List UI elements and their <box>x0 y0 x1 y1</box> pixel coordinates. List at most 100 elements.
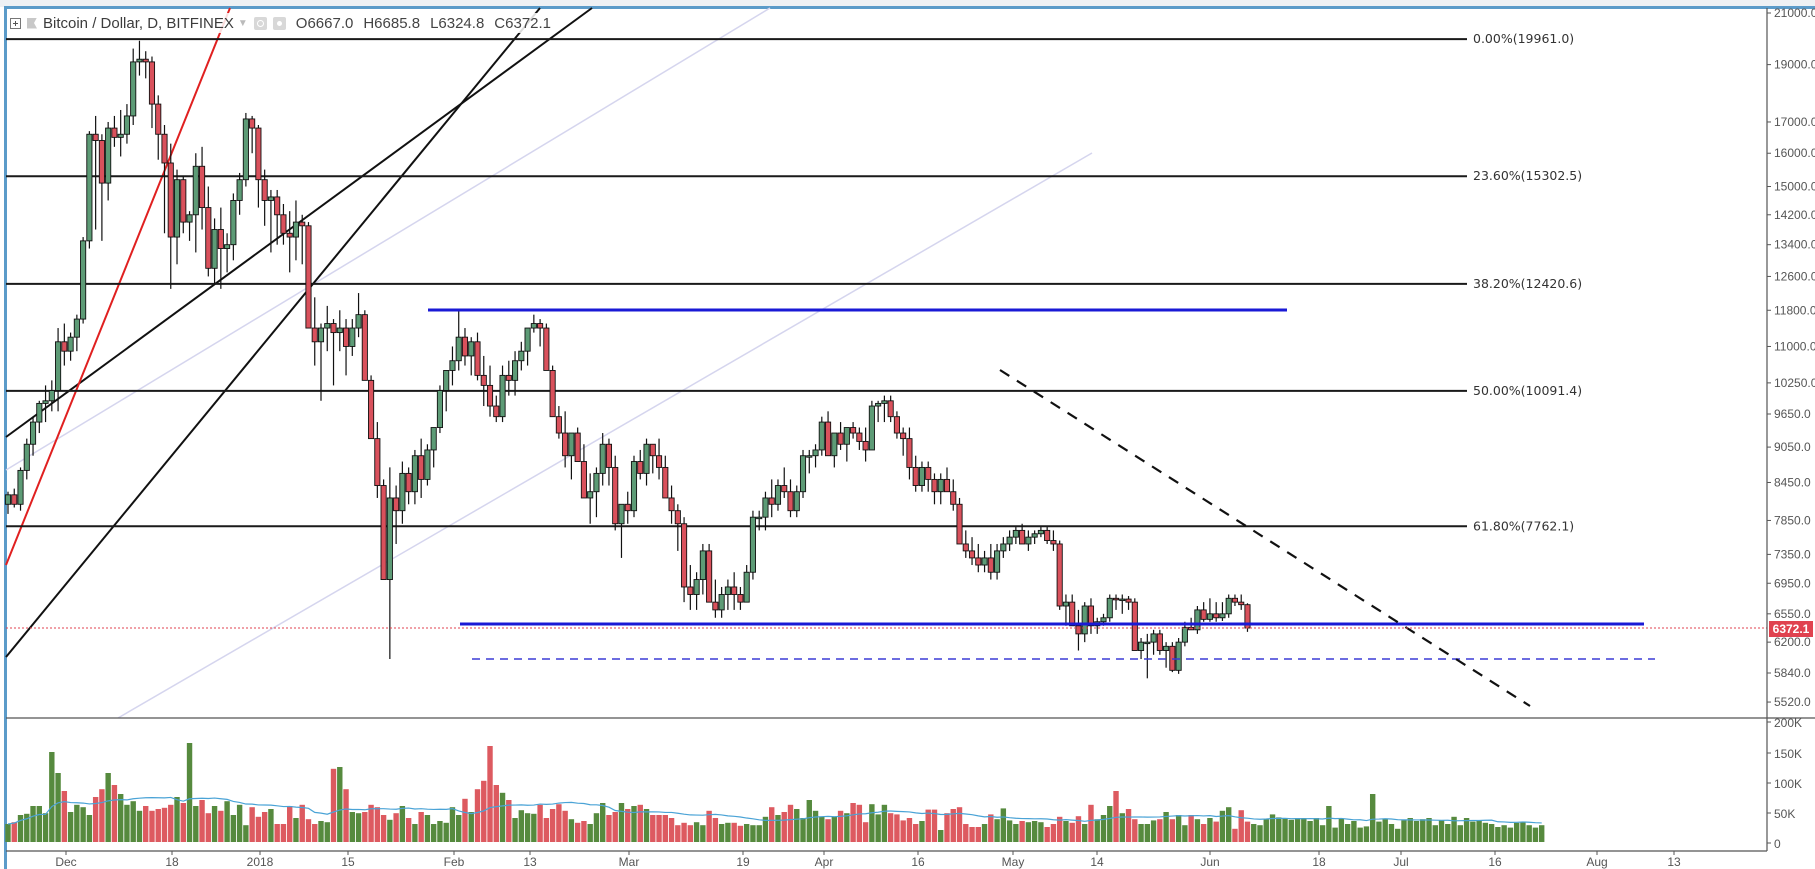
price-tick-label: 9650.0 <box>1774 407 1811 421</box>
volume-bar <box>1319 825 1326 842</box>
volume-bar <box>1175 815 1182 842</box>
trendlines-layer <box>5 7 1093 719</box>
volume-bar <box>387 819 393 842</box>
candle <box>267 196 274 201</box>
candle <box>148 61 156 105</box>
volume-bar <box>668 818 675 842</box>
volume-bar <box>1463 818 1470 842</box>
volume-bar <box>218 810 224 842</box>
low-value: L6324.8 <box>430 14 485 32</box>
candle <box>1181 626 1188 643</box>
plus-square-icon[interactable] <box>10 17 21 29</box>
time-tick-label: Jun <box>1200 855 1219 869</box>
volume-bar <box>274 824 280 842</box>
candle <box>1075 625 1082 635</box>
candle <box>668 497 675 512</box>
volume-bar <box>493 785 499 842</box>
volume-bar <box>1526 825 1532 842</box>
volume-bar <box>1294 818 1301 842</box>
candle <box>1238 601 1245 606</box>
volume-bar <box>988 814 994 842</box>
time-tick-label: Mar <box>619 855 640 869</box>
candle <box>311 327 318 343</box>
candle <box>29 421 37 445</box>
volume-bar <box>1125 809 1132 842</box>
volume-bar <box>1157 819 1163 842</box>
candle <box>224 244 231 250</box>
volume-bar <box>737 825 744 842</box>
volume-bar <box>1244 821 1251 842</box>
volume-bar <box>1332 827 1338 842</box>
volume-bar <box>143 806 149 842</box>
channel-line-upper <box>5 7 771 471</box>
price-tick-label: 21000.0 <box>1774 6 1815 20</box>
volume-bar <box>1069 822 1075 842</box>
volume-bar <box>825 819 831 842</box>
volume-bar <box>312 824 318 842</box>
symbol-title[interactable]: Bitcoin / Dollar, D, BITFINEX <box>43 14 234 32</box>
volume-bar <box>537 804 543 842</box>
volume-bar <box>418 812 424 842</box>
volume-bar <box>130 801 136 842</box>
volume-bar <box>956 807 963 842</box>
volume-bar <box>568 819 575 842</box>
candle <box>67 336 74 352</box>
volume-bar <box>1413 821 1420 842</box>
candle <box>737 594 744 603</box>
volume-bar <box>775 815 781 842</box>
candle <box>274 196 281 216</box>
candle <box>117 133 124 138</box>
volume-bar <box>656 815 662 842</box>
volume-bar <box>261 812 268 842</box>
volume-bar <box>74 804 80 842</box>
volume-bar <box>587 824 593 842</box>
volume-bar <box>1025 822 1032 842</box>
time-tick-label: Jul <box>1393 855 1408 869</box>
eye-icon[interactable] <box>253 16 267 30</box>
candle <box>580 461 587 499</box>
candle <box>105 127 112 184</box>
time-tick-label: 2018 <box>247 855 274 869</box>
fibonacci-retracement[interactable]: 0.00%(19961.0) 23.60%(15302.5) 38.20%(1242… <box>6 31 1582 533</box>
volume-bar <box>5 824 11 842</box>
candle <box>399 472 406 512</box>
volume-bar <box>1238 810 1244 842</box>
candle <box>530 323 537 329</box>
volume-bar <box>531 813 537 842</box>
volume-bar <box>869 804 875 842</box>
candle <box>731 586 738 595</box>
gear-icon[interactable] <box>272 16 286 30</box>
volume-bar <box>1532 827 1539 842</box>
volume-bar <box>894 814 900 842</box>
volume-tick-label: 150K <box>1774 747 1802 761</box>
candle <box>205 207 212 269</box>
volume-bar <box>1013 824 1019 842</box>
candle <box>599 443 606 474</box>
volume-bar <box>831 816 838 842</box>
candle <box>912 466 919 486</box>
candle <box>17 469 24 505</box>
candle <box>1163 645 1170 651</box>
candle <box>799 455 807 493</box>
candle <box>411 455 418 493</box>
volume-bar <box>1232 828 1238 842</box>
volume-bar <box>963 824 969 842</box>
volume-bar <box>1213 821 1219 842</box>
caret-down-icon[interactable]: ▼ <box>237 17 248 29</box>
volume-bar <box>806 800 812 842</box>
volume-bar <box>355 813 362 842</box>
flag-icon[interactable] <box>27 17 37 29</box>
candle <box>962 543 969 552</box>
time-tick-label: 16 <box>911 855 925 869</box>
candle <box>975 557 982 566</box>
symbol-legend[interactable]: Bitcoin / Dollar, D, BITFINEX ▼ O6667.0 … <box>10 13 552 33</box>
volume-bar <box>1119 813 1125 842</box>
candle <box>618 503 625 525</box>
candle <box>862 440 869 451</box>
drawing-overlays[interactable] <box>6 308 1767 707</box>
candle <box>749 516 756 573</box>
volume-bar <box>543 818 550 842</box>
volume-bar <box>280 824 287 842</box>
candle <box>4 494 12 505</box>
